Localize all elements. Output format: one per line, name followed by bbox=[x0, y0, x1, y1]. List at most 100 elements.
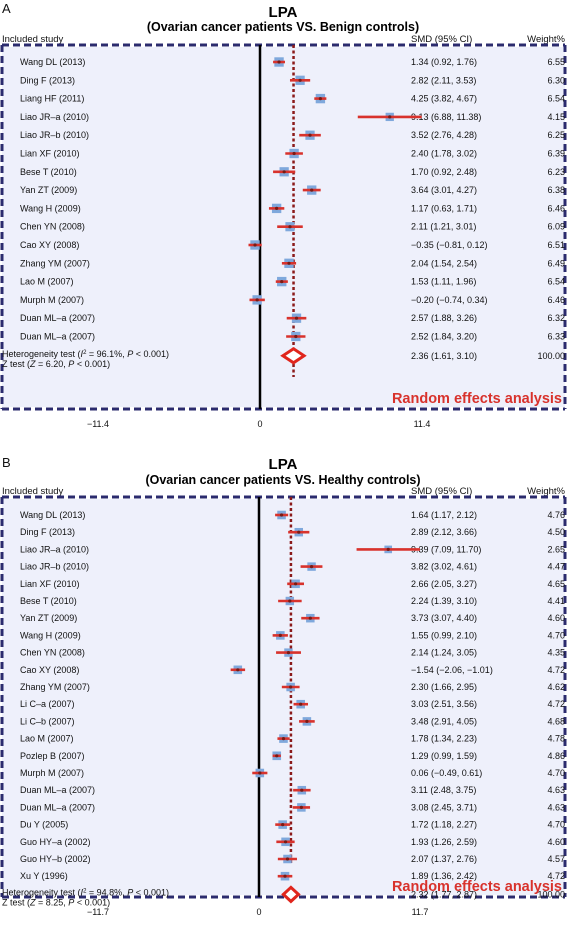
pooled-weight: 100.00 bbox=[537, 889, 565, 899]
study-smd-ci: 1.34 (0.92, 1.76) bbox=[411, 57, 477, 67]
study-weight: 4.60 bbox=[547, 837, 565, 847]
pooled-diamond bbox=[280, 347, 307, 365]
study-point bbox=[305, 719, 309, 724]
study-weight: 6.54 bbox=[547, 277, 565, 287]
study-smd-ci: −1.54 (−2.06, −1.01) bbox=[411, 665, 493, 675]
study-weight: 4.63 bbox=[547, 802, 565, 812]
study-smd-ci: 1.93 (1.26, 2.59) bbox=[411, 837, 477, 847]
study-point bbox=[299, 702, 303, 706]
z-test: Z test (Z = 8.25, P < 0.001) bbox=[2, 897, 110, 907]
forest-panel-a: A LPA(Ovarian cancer patients VS. Benign … bbox=[0, 1, 567, 429]
study-name: Lao M (2007) bbox=[20, 734, 74, 744]
study-row: Murph M (2007) 0.06 (−0.49, 0.61) 4.70 bbox=[20, 768, 565, 778]
study-name: Guo HY–b (2002) bbox=[20, 854, 91, 864]
study-point bbox=[255, 298, 259, 302]
x-tick-label: −11.7 bbox=[87, 907, 109, 917]
study-row: Lao M (2007) 1.53 (1.11, 1.96) 6.54 bbox=[20, 277, 565, 287]
study-row: Duan ML–a (2007) 3.11 (2.48, 3.75) 4.63 bbox=[20, 785, 565, 795]
study-name: Lian XF (2010) bbox=[20, 149, 80, 159]
study-smd-ci: 1.29 (0.99, 1.59) bbox=[411, 751, 477, 761]
study-smd-ci: 3.08 (2.45, 3.71) bbox=[411, 802, 477, 812]
study-weight: 4.78 bbox=[547, 734, 565, 744]
study-smd-ci: 2.04 (1.54, 2.54) bbox=[411, 258, 477, 268]
study-name: Ding F (2013) bbox=[20, 75, 75, 85]
study-name: Chen YN (2008) bbox=[20, 222, 85, 232]
study-point bbox=[294, 316, 299, 320]
study-point bbox=[300, 788, 304, 792]
study-row: Cao XY (2008) −0.35 (−0.81, 0.12) 6.51 bbox=[20, 240, 565, 250]
study-row: Liang HF (2011) 4.25 (3.82, 4.67) 6.54 bbox=[20, 94, 565, 104]
study-weight: 6.46 bbox=[547, 295, 565, 305]
heterogeneity-part: < 0.001) bbox=[133, 887, 169, 897]
heterogeneity-part: = 94.8%, bbox=[86, 887, 127, 897]
chart-title: LPA bbox=[269, 456, 298, 473]
study-point bbox=[253, 243, 257, 247]
study-row: Wang DL (2013) 1.64 (1.17, 2.12) 4.76 bbox=[20, 510, 565, 520]
z-test-part: Z bbox=[29, 359, 36, 369]
x-tick-label: 11.7 bbox=[412, 907, 429, 917]
header-included-study: Included study bbox=[2, 34, 64, 45]
study-row: Li C–a (2007) 3.03 (2.51, 3.56) 4.72 bbox=[20, 699, 565, 709]
study-row: Yan ZT (2009) 3.64 (3.01, 4.27) 6.38 bbox=[20, 185, 565, 195]
study-smd-ci: 3.48 (2.91, 4.05) bbox=[411, 716, 477, 726]
study-smd-ci: 2.57 (1.88, 3.26) bbox=[411, 313, 477, 323]
header-weight: Weight% bbox=[527, 486, 565, 497]
study-weight: 4.86 bbox=[547, 751, 565, 761]
study-weight: 4.72 bbox=[547, 699, 565, 709]
study-name: Duan ML–a (2007) bbox=[20, 332, 95, 342]
study-point bbox=[275, 754, 279, 758]
study-name: Wang DL (2013) bbox=[20, 510, 85, 520]
study-point bbox=[318, 97, 322, 101]
study-name: Duan ML–a (2007) bbox=[20, 313, 95, 323]
z-test-part: = 6.20, bbox=[36, 359, 69, 369]
study-weight: 4.63 bbox=[547, 785, 565, 795]
study-row: Duan ML–a (2007) 2.52 (1.84, 3.20) 6.33 bbox=[20, 332, 565, 342]
study-row: Zhang YM (2007) 2.30 (1.66, 2.95) 4.62 bbox=[20, 682, 565, 692]
x-tick-label: −11.4 bbox=[87, 419, 109, 429]
study-row: Wang H (2009) 1.55 (0.99, 2.10) 4.70 bbox=[20, 630, 565, 640]
study-point bbox=[282, 170, 286, 174]
study-name: Guo HY–a (2002) bbox=[20, 837, 91, 847]
study-weight: 6.30 bbox=[547, 75, 565, 85]
study-name: Zhang YM (2007) bbox=[20, 682, 90, 692]
study-name: Liang HF (2011) bbox=[20, 94, 84, 104]
study-name: Duan ML–a (2007) bbox=[20, 802, 95, 812]
panel-label: B bbox=[2, 455, 11, 470]
study-smd-ci: 3.73 (3.07, 4.40) bbox=[411, 613, 477, 623]
study-row: Chen YN (2008) 2.11 (1.21, 3.01) 6.09 bbox=[20, 222, 565, 232]
study-smd-ci: 1.78 (1.34, 2.23) bbox=[411, 734, 477, 744]
study-row: Liao JR–a (2010) 9.13 (6.88, 11.38) 4.15 bbox=[20, 112, 565, 122]
study-point bbox=[308, 133, 312, 137]
pooled-row: Heterogeneity test (I2 = 96.1%, P < 0.00… bbox=[2, 347, 565, 369]
panel-label: A bbox=[2, 1, 11, 16]
heterogeneity-part: I bbox=[81, 887, 84, 897]
study-weight: 4.47 bbox=[547, 562, 565, 572]
z-test-part: P bbox=[68, 359, 74, 369]
study-point bbox=[288, 599, 292, 603]
study-point bbox=[258, 771, 262, 775]
z-test-part: P bbox=[68, 897, 74, 907]
study-weight: 4.15 bbox=[547, 112, 565, 122]
study-row: Zhang YM (2007) 2.04 (1.54, 2.54) 6.49 bbox=[20, 258, 565, 268]
chart-subtitle: (Ovarian cancer patients VS. Benign cont… bbox=[147, 20, 419, 34]
study-name: Du Y (2005) bbox=[20, 820, 68, 830]
study-weight: 4.70 bbox=[547, 768, 565, 778]
study-smd-ci: 3.11 (2.48, 3.75) bbox=[411, 785, 476, 795]
study-point bbox=[278, 633, 282, 638]
header-weight: Weight% bbox=[527, 34, 565, 45]
study-smd-ci: 2.40 (1.78, 3.02) bbox=[411, 149, 477, 159]
study-point bbox=[294, 582, 298, 586]
study-weight: 4.41 bbox=[547, 596, 565, 606]
study-point bbox=[277, 60, 281, 64]
pooled-smd-ci: 2.36 (1.61, 3.10) bbox=[411, 351, 477, 361]
study-name: Yan ZT (2009) bbox=[20, 613, 77, 623]
pooled-weight: 100.00 bbox=[537, 351, 565, 361]
x-tick-label: 11.4 bbox=[414, 419, 431, 429]
study-smd-ci: 2.11 (1.21, 3.01) bbox=[411, 222, 476, 232]
study-weight: 4.35 bbox=[547, 648, 565, 658]
study-weight: 6.25 bbox=[547, 130, 565, 140]
heterogeneity-test: Heterogeneity test (I2 = 94.8%, P < 0.00… bbox=[2, 887, 169, 897]
study-smd-ci: −0.35 (−0.81, 0.12) bbox=[411, 240, 488, 250]
study-name: Liao JR–a (2010) bbox=[20, 544, 89, 554]
z-test: Z test (Z = 6.20, P < 0.001) bbox=[2, 359, 110, 369]
